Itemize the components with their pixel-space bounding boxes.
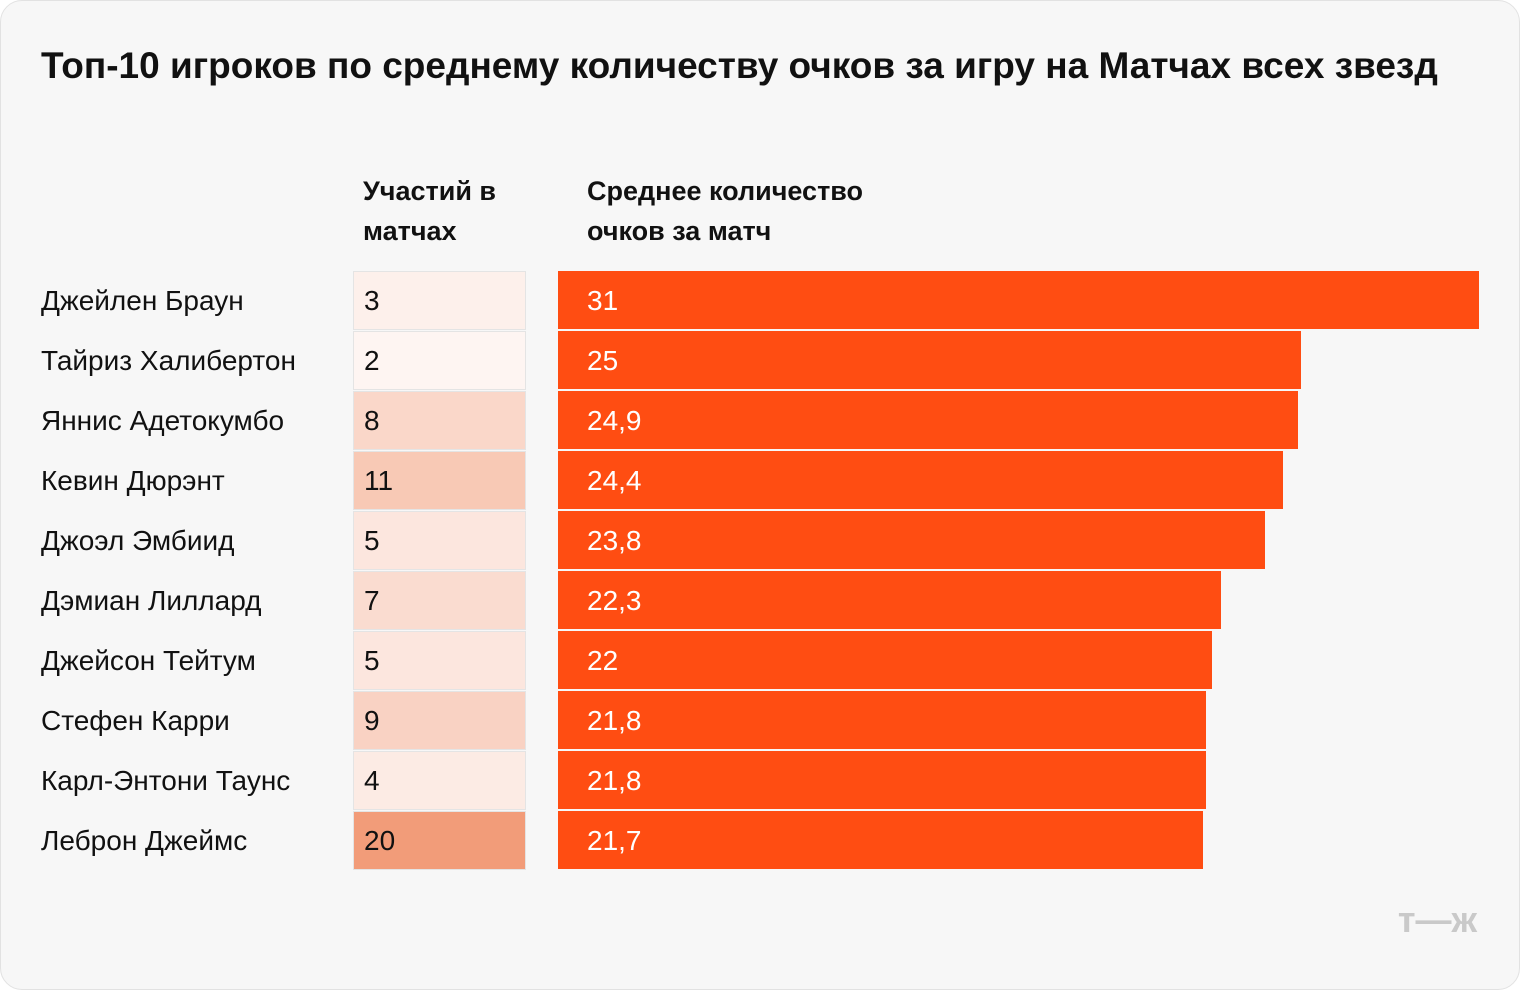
bar [558, 751, 1206, 809]
cell-value: 9 [364, 705, 380, 736]
row-label: Тайриз Халибертон [41, 345, 296, 376]
bar [558, 451, 1283, 509]
heat-cell: 2 [353, 331, 526, 390]
value-label: 25 [587, 345, 619, 376]
heat-cell: 8 [353, 391, 526, 450]
bar [558, 331, 1301, 389]
column-header: Участий в матчах [363, 176, 497, 246]
row-label: Карл-Энтони Таунс [41, 765, 291, 796]
row-label: Джейлен Браун [41, 285, 244, 316]
row-label: Леброн Джеймс [41, 825, 248, 856]
logo: т—ж [1397, 899, 1477, 940]
value-label: 24,4 [587, 465, 642, 496]
cell-value: 20 [364, 825, 396, 856]
bar [558, 691, 1206, 749]
heat-cell: 20 [353, 811, 526, 870]
cell-value: 8 [364, 405, 380, 436]
bar [558, 571, 1221, 629]
cell-value: 5 [364, 645, 380, 676]
heat-cell: 5 [353, 631, 526, 690]
bar [558, 511, 1266, 569]
heat-cell: 4 [353, 751, 526, 810]
value-label: 21,7 [587, 825, 642, 856]
row-label: Дэмиан Лиллард [41, 585, 262, 616]
cell-value: 7 [364, 585, 380, 616]
value-label: 31 [587, 285, 619, 316]
heat-cell: 3 [353, 271, 526, 330]
value-label: 21,8 [587, 705, 642, 736]
cell-value: 5 [364, 525, 380, 556]
heat-cell: 7 [353, 571, 526, 630]
row-label: Джейсон Тейтум [41, 645, 256, 676]
column-header: Среднее количество очков за матч [587, 176, 864, 246]
bar [558, 391, 1298, 449]
row-label: Джоэл Эмбиид [41, 525, 235, 556]
value-label: 22 [587, 645, 619, 676]
heat-cell: 11 [353, 451, 526, 510]
heat-cell: 9 [353, 691, 526, 750]
heat-cell: 5 [353, 511, 526, 570]
cell-value: 11 [364, 465, 394, 496]
value-label: 22,3 [587, 585, 642, 616]
row-label: Стефен Карри [41, 705, 230, 736]
cell-value: 3 [364, 285, 380, 316]
bar [558, 271, 1479, 329]
cell-value: 2 [364, 345, 380, 376]
row-label: Яннис Адетокумбо [41, 405, 285, 436]
row-label: Кевин Дюрэнт [41, 465, 225, 496]
bar [558, 811, 1203, 869]
cell-value: 4 [364, 765, 380, 796]
bar [558, 631, 1212, 689]
value-label: 24,9 [587, 405, 642, 436]
chart-title: Топ-10 игроков по среднему количеству оч… [41, 45, 1438, 86]
value-label: 23,8 [587, 525, 642, 556]
value-label: 21,8 [587, 765, 642, 796]
